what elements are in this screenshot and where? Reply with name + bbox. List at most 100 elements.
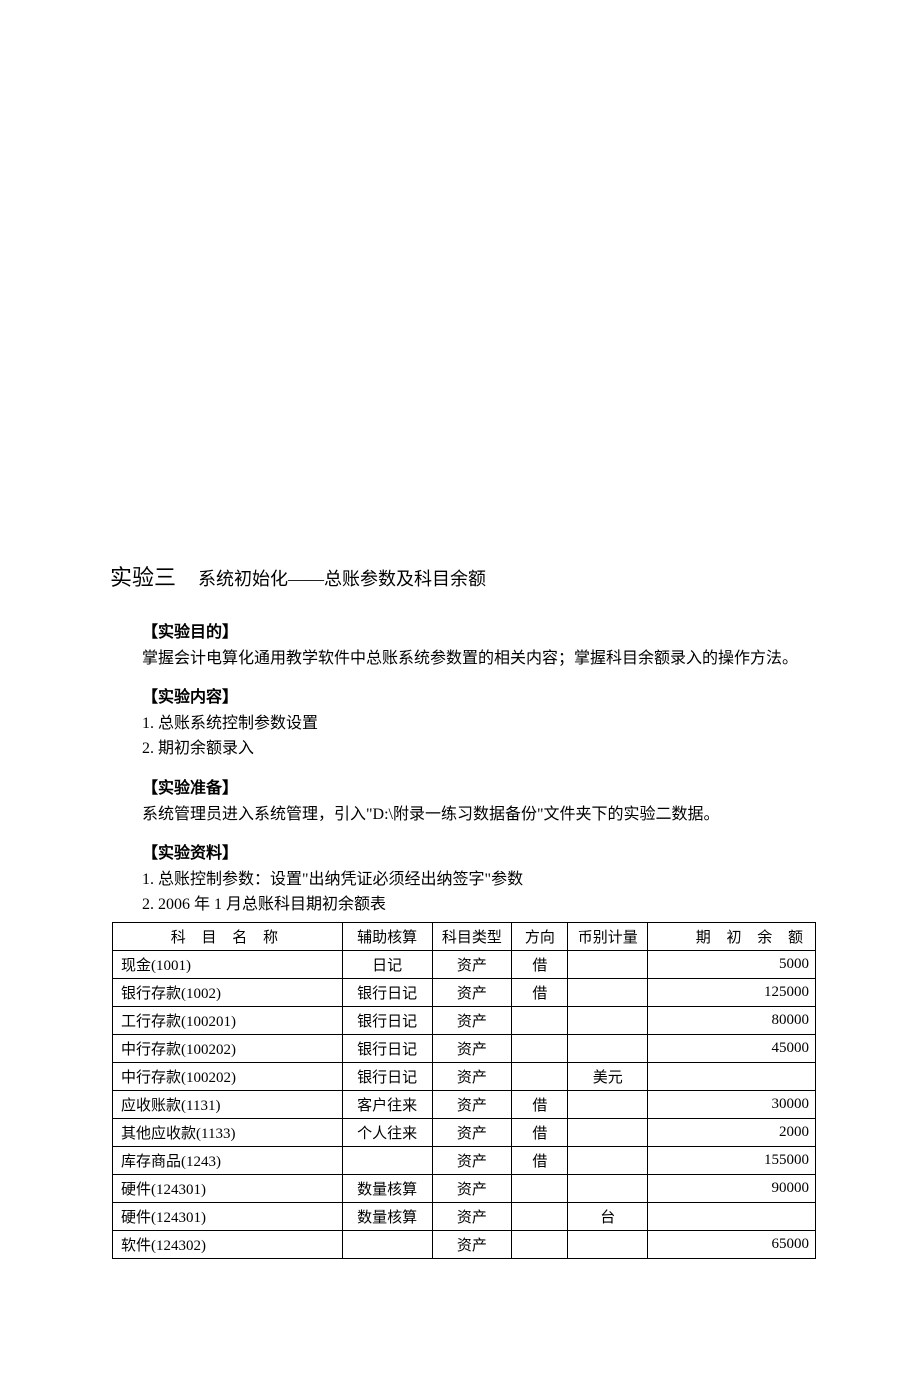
table-row: 应收账款(1131)客户往来资产借 30000 bbox=[113, 1090, 816, 1118]
cell-name: 中行存款(100202) bbox=[113, 1034, 343, 1062]
th-dir: 方向 bbox=[512, 922, 568, 950]
th-type: 科目类型 bbox=[432, 922, 512, 950]
cell-dir bbox=[512, 1034, 568, 1062]
table-row: 中行存款(100202)银行日记资产 45000 bbox=[113, 1034, 816, 1062]
title-main: 实验三 bbox=[110, 565, 176, 590]
cell-type: 资产 bbox=[432, 950, 512, 978]
document-page: 实验三 系统初始化——总账参数及科目余额 【实验目的】 掌握会计电算化通用教学软… bbox=[0, 0, 920, 1373]
section-prep-text: 系统管理员进入系统管理，引入"D:\附录一练习数据备份"文件夹下的实验二数据。 bbox=[142, 802, 820, 828]
cell-name: 硬件(124301) bbox=[113, 1202, 343, 1230]
cell-type: 资产 bbox=[432, 1174, 512, 1202]
section-prep-header: 【实验准备】 bbox=[142, 776, 820, 802]
cell-aux bbox=[342, 1230, 432, 1258]
cell-balance: 125000 bbox=[648, 978, 816, 1006]
cell-name: 硬件(124301) bbox=[113, 1174, 343, 1202]
cell-curr bbox=[568, 950, 648, 978]
cell-aux bbox=[342, 1146, 432, 1174]
cell-balance: 80000 bbox=[648, 1006, 816, 1034]
cell-balance: 155000 bbox=[648, 1146, 816, 1174]
cell-curr: 美元 bbox=[568, 1062, 648, 1090]
section-prep: 【实验准备】 系统管理员进入系统管理，引入"D:\附录一练习数据备份"文件夹下的… bbox=[110, 776, 820, 827]
cell-aux: 个人往来 bbox=[342, 1118, 432, 1146]
cell-balance: 90000 bbox=[648, 1174, 816, 1202]
table-body: 现金(1001)日记资产借5000银行存款(1002)银行日记资产借125000… bbox=[113, 950, 816, 1258]
cell-curr bbox=[568, 1034, 648, 1062]
table-row: 银行存款(1002)银行日记资产借125000 bbox=[113, 978, 816, 1006]
section-material-header: 【实验资料】 bbox=[142, 841, 820, 867]
cell-aux: 日记 bbox=[342, 950, 432, 978]
cell-curr bbox=[568, 978, 648, 1006]
cell-name: 其他应收款(1133) bbox=[113, 1118, 343, 1146]
table-row: 中行存款(100202)银行日记资产 美元 bbox=[113, 1062, 816, 1090]
table-row: 其他应收款(1133)个人往来资产借 2000 bbox=[113, 1118, 816, 1146]
th-curr: 币别计量 bbox=[568, 922, 648, 950]
cell-type: 资产 bbox=[432, 1202, 512, 1230]
title-sub: 系统初始化——总账参数及科目余额 bbox=[198, 569, 486, 589]
cell-name: 软件(124302) bbox=[113, 1230, 343, 1258]
cell-type: 资产 bbox=[432, 1090, 512, 1118]
th-aux: 辅助核算 bbox=[342, 922, 432, 950]
table-row: 硬件(124301)数量核算资产 台 bbox=[113, 1202, 816, 1230]
cell-curr bbox=[568, 1118, 648, 1146]
cell-type: 资产 bbox=[432, 1230, 512, 1258]
cell-aux: 银行日记 bbox=[342, 1034, 432, 1062]
material-item-1: 1. 总账控制参数：设置"出纳凭证必须经出纳签字"参数 bbox=[142, 867, 820, 893]
cell-balance: 65000 bbox=[648, 1230, 816, 1258]
cell-curr bbox=[568, 1230, 648, 1258]
cell-aux: 客户往来 bbox=[342, 1090, 432, 1118]
section-purpose: 【实验目的】 掌握会计电算化通用教学软件中总账系统参数置的相关内容；掌握科目余额… bbox=[110, 620, 820, 671]
table-row: 库存商品(1243) 资产借 155000 bbox=[113, 1146, 816, 1174]
cell-dir bbox=[512, 1174, 568, 1202]
cell-name: 应收账款(1131) bbox=[113, 1090, 343, 1118]
cell-curr: 台 bbox=[568, 1202, 648, 1230]
cell-curr bbox=[568, 1146, 648, 1174]
cell-dir: 借 bbox=[512, 1146, 568, 1174]
cell-aux: 银行日记 bbox=[342, 1062, 432, 1090]
cell-type: 资产 bbox=[432, 1006, 512, 1034]
th-bal: 期 初 余 额 bbox=[648, 922, 816, 950]
th-name: 科 目 名 称 bbox=[113, 922, 343, 950]
cell-type: 资产 bbox=[432, 1062, 512, 1090]
content-item-2: 2. 期初余额录入 bbox=[142, 736, 820, 762]
section-material: 【实验资料】 1. 总账控制参数：设置"出纳凭证必须经出纳签字"参数 2. 20… bbox=[110, 841, 820, 1259]
table-header-row: 科 目 名 称 辅助核算 科目类型 方向 币别计量 期 初 余 额 bbox=[113, 922, 816, 950]
table-row: 现金(1001)日记资产借 5000 bbox=[113, 950, 816, 978]
section-content: 【实验内容】 1. 总账系统控制参数设置 2. 期初余额录入 bbox=[110, 685, 820, 762]
cell-name: 银行存款(1002) bbox=[113, 978, 343, 1006]
title-line: 实验三 系统初始化——总账参数及科目余额 bbox=[110, 560, 820, 592]
cell-type: 资产 bbox=[432, 1118, 512, 1146]
content-item-1: 1. 总账系统控制参数设置 bbox=[142, 711, 820, 737]
section-content-header: 【实验内容】 bbox=[142, 685, 820, 711]
cell-aux: 数量核算 bbox=[342, 1202, 432, 1230]
cell-dir: 借 bbox=[512, 1090, 568, 1118]
cell-name: 中行存款(100202) bbox=[113, 1062, 343, 1090]
cell-dir bbox=[512, 1062, 568, 1090]
cell-dir: 借 bbox=[512, 950, 568, 978]
cell-type: 资产 bbox=[432, 1146, 512, 1174]
cell-curr bbox=[568, 1006, 648, 1034]
section-purpose-header: 【实验目的】 bbox=[142, 620, 820, 646]
cell-name: 现金(1001) bbox=[113, 950, 343, 978]
cell-dir: 借 bbox=[512, 1118, 568, 1146]
cell-aux: 银行日记 bbox=[342, 978, 432, 1006]
material-item-2: 2. 2006 年 1 月总账科目期初余额表 bbox=[142, 892, 820, 918]
table-row: 软件(124302) 资产 65000 bbox=[113, 1230, 816, 1258]
cell-aux: 数量核算 bbox=[342, 1174, 432, 1202]
cell-balance bbox=[648, 1062, 816, 1090]
cell-balance: 2000 bbox=[648, 1118, 816, 1146]
cell-dir bbox=[512, 1202, 568, 1230]
cell-name: 工行存款(100201) bbox=[113, 1006, 343, 1034]
cell-name: 库存商品(1243) bbox=[113, 1146, 343, 1174]
cell-balance bbox=[648, 1202, 816, 1230]
cell-curr bbox=[568, 1090, 648, 1118]
cell-type: 资产 bbox=[432, 978, 512, 1006]
cell-dir bbox=[512, 1006, 568, 1034]
cell-type: 资产 bbox=[432, 1034, 512, 1062]
cell-aux: 银行日记 bbox=[342, 1006, 432, 1034]
cell-balance: 45000 bbox=[648, 1034, 816, 1062]
cell-balance: 5000 bbox=[648, 950, 816, 978]
cell-balance: 30000 bbox=[648, 1090, 816, 1118]
section-purpose-text: 掌握会计电算化通用教学软件中总账系统参数置的相关内容；掌握科目余额录入的操作方法… bbox=[142, 646, 820, 672]
cell-curr bbox=[568, 1174, 648, 1202]
balance-table: 科 目 名 称 辅助核算 科目类型 方向 币别计量 期 初 余 额 现金(100… bbox=[112, 922, 816, 1259]
